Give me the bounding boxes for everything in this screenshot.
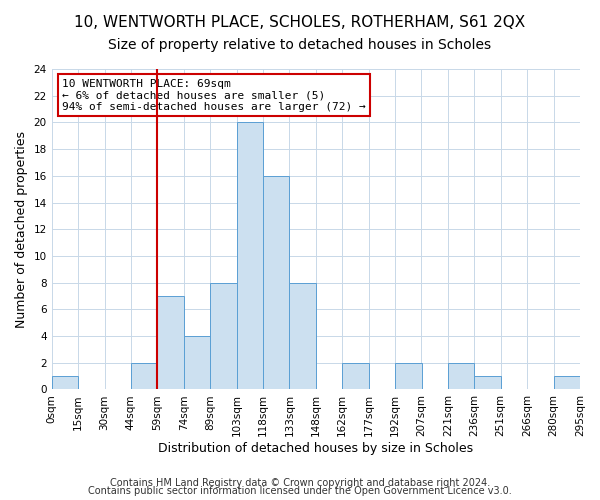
Bar [342,363,368,390]
Bar [184,336,210,390]
Text: Contains public sector information licensed under the Open Government Licence v3: Contains public sector information licen… [88,486,512,496]
Bar [289,282,316,390]
Text: Contains HM Land Registry data © Crown copyright and database right 2024.: Contains HM Land Registry data © Crown c… [110,478,490,488]
Text: Size of property relative to detached houses in Scholes: Size of property relative to detached ho… [109,38,491,52]
Bar [52,376,78,390]
Y-axis label: Number of detached properties: Number of detached properties [15,130,28,328]
Bar [395,363,421,390]
Bar [210,282,236,390]
Bar [131,363,157,390]
Bar [448,363,475,390]
Bar [554,376,580,390]
X-axis label: Distribution of detached houses by size in Scholes: Distribution of detached houses by size … [158,442,473,455]
Bar [157,296,184,390]
Bar [236,122,263,390]
Text: 10, WENTWORTH PLACE, SCHOLES, ROTHERHAM, S61 2QX: 10, WENTWORTH PLACE, SCHOLES, ROTHERHAM,… [74,15,526,30]
Bar [475,376,501,390]
Bar [263,176,289,390]
Text: 10 WENTWORTH PLACE: 69sqm
← 6% of detached houses are smaller (5)
94% of semi-de: 10 WENTWORTH PLACE: 69sqm ← 6% of detach… [62,78,366,112]
